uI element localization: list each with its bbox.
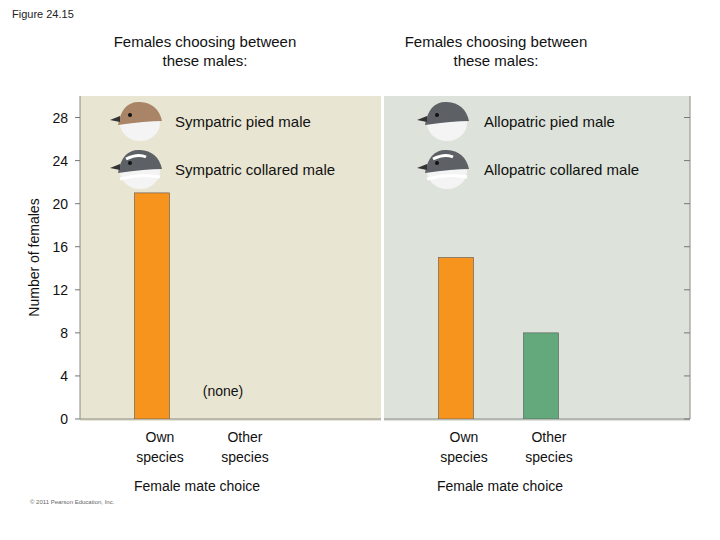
bar bbox=[439, 258, 474, 420]
x-tick-label-line: species bbox=[525, 449, 572, 465]
panel-title-line: Females choosing between bbox=[405, 33, 588, 50]
y-tick bbox=[75, 160, 80, 161]
y-tick-label: 24 bbox=[52, 153, 68, 169]
panel-title-line: these males: bbox=[453, 52, 538, 69]
bird-head bbox=[425, 102, 469, 125]
bird-beak bbox=[417, 164, 427, 170]
y-tick bbox=[75, 289, 80, 290]
bird-icon bbox=[417, 150, 469, 189]
bird-patch bbox=[126, 155, 146, 159]
bird-eye bbox=[435, 161, 439, 165]
panel-background bbox=[384, 96, 690, 421]
y-tick bbox=[684, 117, 690, 118]
x-tick-label-line: Own bbox=[146, 429, 175, 445]
chart-panel: Females choosing between these males: Symp… bbox=[26, 33, 381, 494]
male-label: Allopatric collared male bbox=[484, 161, 639, 178]
x-axis-line bbox=[80, 419, 381, 420]
y-tick bbox=[684, 375, 690, 376]
y-tick-label: 4 bbox=[60, 368, 68, 384]
panel-title-line: these males: bbox=[162, 52, 247, 69]
annotation: (none) bbox=[203, 383, 243, 399]
bird-collar bbox=[427, 175, 467, 179]
panel-title-line: Females choosing between bbox=[114, 33, 297, 50]
bird-head bbox=[118, 150, 162, 173]
y-tick bbox=[684, 160, 690, 161]
y-tick bbox=[75, 117, 80, 118]
x-tick-label: Other species bbox=[525, 429, 572, 465]
y-tick bbox=[684, 289, 690, 290]
y-tick bbox=[684, 419, 690, 420]
y-tick bbox=[75, 375, 80, 376]
x-tick-label-line: species bbox=[136, 449, 183, 465]
bird-head bbox=[425, 150, 469, 173]
bird-icon bbox=[110, 150, 162, 189]
panel-background bbox=[80, 96, 381, 421]
y-tick-label: 0 bbox=[60, 411, 68, 427]
x-axis-label: Female mate choice bbox=[134, 478, 260, 494]
y-tick-label: 28 bbox=[52, 110, 68, 126]
bar bbox=[524, 333, 559, 419]
x-tick-label: Own species bbox=[136, 429, 183, 465]
y-tick bbox=[75, 246, 80, 247]
x-tick-label-line: species bbox=[440, 449, 487, 465]
copyright: © 2011 Pearson Education, Inc. bbox=[30, 499, 115, 505]
bird-eye bbox=[128, 161, 132, 165]
bars bbox=[135, 193, 170, 419]
bird-eye bbox=[128, 113, 132, 117]
y-axis-label: Number of females bbox=[26, 198, 42, 316]
bird-beak bbox=[417, 116, 427, 122]
y-tick bbox=[684, 203, 690, 204]
bars bbox=[439, 258, 559, 420]
y-axis-line bbox=[80, 96, 81, 419]
figure-label: Figure 24.15 bbox=[12, 8, 74, 20]
y-tick bbox=[684, 332, 690, 333]
y-tick bbox=[75, 419, 80, 420]
y-tick bbox=[684, 246, 690, 247]
x-tick-label-line: species bbox=[221, 449, 268, 465]
bird-icon bbox=[417, 102, 469, 141]
x-tick-label-line: Other bbox=[531, 429, 566, 445]
male-label: Sympatric pied male bbox=[175, 113, 311, 130]
x-axis-label: Female mate choice bbox=[437, 478, 563, 494]
bird-beak bbox=[110, 116, 120, 122]
y-tick-label: 20 bbox=[52, 196, 68, 212]
x-tick-label: Other species bbox=[221, 429, 268, 465]
chart-panel: Females choosing between these males: Allo… bbox=[384, 33, 690, 494]
bird-collar bbox=[120, 175, 160, 179]
bird-head bbox=[118, 102, 162, 125]
y-tick bbox=[75, 203, 80, 204]
bar bbox=[135, 193, 170, 419]
bird-eye bbox=[435, 113, 439, 117]
y-tick-label: 16 bbox=[52, 239, 68, 255]
bird-icon bbox=[110, 102, 162, 141]
y-tick-label: 8 bbox=[60, 325, 68, 341]
x-tick-label-line: Other bbox=[227, 429, 262, 445]
bird-beak bbox=[110, 164, 120, 170]
x-tick-label-line: Own bbox=[450, 429, 479, 445]
panel-title: Females choosing between these males: bbox=[114, 33, 297, 69]
y-tick-label: 12 bbox=[52, 282, 68, 298]
figure: Figure 24.15 © 2011 Pearson Education, In… bbox=[0, 0, 720, 540]
male-label: Sympatric collared male bbox=[175, 161, 335, 178]
male-label: Allopatric pied male bbox=[484, 113, 615, 130]
bird-patch bbox=[433, 155, 453, 159]
bar bbox=[220, 419, 255, 420]
panel-title: Females choosing between these males: bbox=[405, 33, 588, 69]
y-tick bbox=[75, 332, 80, 333]
x-tick-label: Own species bbox=[440, 429, 487, 465]
y-axis-line bbox=[690, 96, 691, 419]
